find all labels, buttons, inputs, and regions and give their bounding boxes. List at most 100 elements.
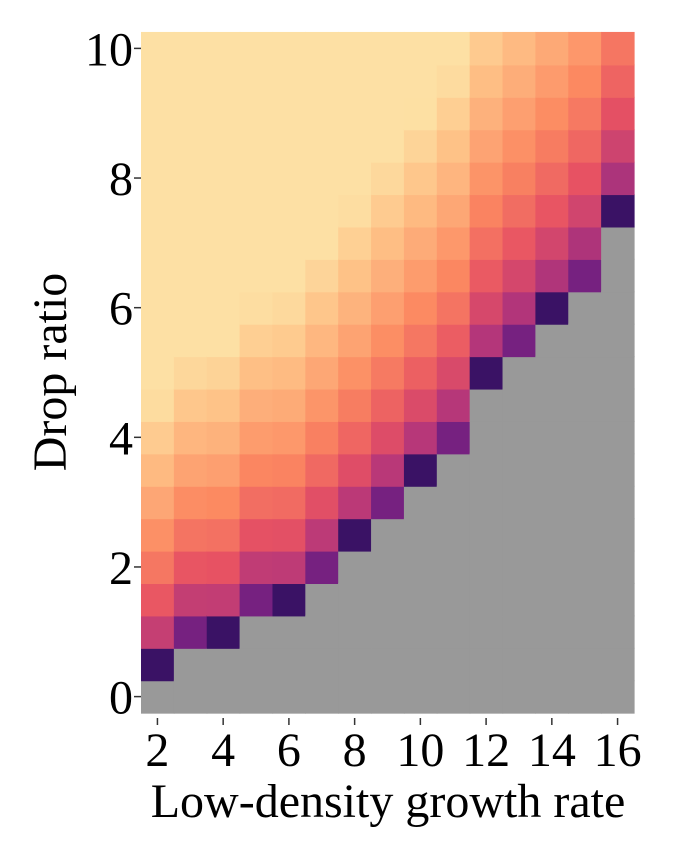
heatmap-cell: [338, 518, 372, 552]
heatmap-cell: [338, 647, 372, 682]
heatmap-cell: [206, 323, 241, 358]
heatmap-cell: [206, 193, 241, 228]
heatmap-cell: [535, 96, 569, 131]
heatmap-cell: [173, 485, 208, 520]
heatmap-cell: [239, 453, 274, 487]
heatmap-cell: [141, 193, 175, 228]
heatmap-cell: [568, 615, 602, 649]
heatmap-cell: [502, 550, 536, 585]
heatmap-cell: [469, 96, 504, 131]
heatmap-cell: [403, 31, 438, 66]
heatmap-cell: [141, 31, 175, 66]
heatmap-cell: [502, 291, 536, 325]
heatmap-cell: [436, 161, 471, 196]
heatmap-cell: [502, 258, 536, 293]
heatmap-cell: [601, 680, 635, 714]
heatmap-cell: [535, 129, 569, 163]
heatmap-cell: [239, 680, 274, 714]
heatmap-cell: [535, 161, 569, 196]
heatmap-cell: [568, 388, 602, 422]
heatmap-cell: [601, 420, 635, 455]
heatmap-cell: [141, 485, 175, 520]
heatmap-cell: [469, 193, 504, 228]
heatmap-cell: [371, 388, 405, 422]
heatmap-cell: [338, 582, 372, 617]
heatmap-cell: [239, 615, 274, 649]
heatmap-cell: [305, 485, 339, 520]
heatmap-cell: [206, 615, 241, 649]
heatmap-cell: [239, 64, 274, 98]
heatmap-cell: [601, 388, 635, 422]
heatmap-cell: [371, 615, 405, 649]
heatmap-cell: [436, 453, 471, 487]
heatmap-cell: [403, 193, 438, 228]
heatmap-cell: [403, 420, 438, 455]
heatmap-cell: [403, 388, 438, 422]
heatmap-cell: [173, 161, 208, 196]
heatmap-cell: [535, 193, 569, 228]
heatmap-cell: [272, 453, 306, 487]
heatmap-cell: [239, 226, 274, 260]
heatmap-cell: [502, 680, 536, 714]
heatmap-cell: [206, 582, 241, 617]
heatmap-cell: [436, 64, 471, 98]
heatmap-cell: [568, 129, 602, 163]
heatmap-cell: [338, 453, 372, 487]
heatmap-cell: [371, 31, 405, 66]
heatmap-cell: [305, 582, 339, 617]
heatmap-cell: [568, 193, 602, 228]
heatmap-cell: [568, 161, 602, 196]
heatmap-cell: [568, 96, 602, 131]
heatmap-cell: [305, 64, 339, 98]
heatmap-cell: [502, 161, 536, 196]
heatmap-cell: [239, 647, 274, 682]
heatmap-cell: [436, 388, 471, 422]
heatmap-cell: [371, 161, 405, 196]
heatmap-cell: [371, 193, 405, 228]
heatmap-cell: [403, 258, 438, 293]
heatmap-cell: [272, 485, 306, 520]
heatmap-cell: [502, 356, 536, 390]
heatmap-cell: [141, 356, 175, 390]
heatmap-cell: [239, 291, 274, 325]
heatmap-cell: [371, 129, 405, 163]
heatmap-cell: [338, 485, 372, 520]
heatmap-cell: [305, 388, 339, 422]
y-tick-label: 2: [109, 542, 133, 595]
heatmap-cell: [568, 258, 602, 293]
heatmap-cell: [206, 680, 241, 714]
heatmap-cell: [535, 420, 569, 455]
heatmap-cell: [469, 453, 504, 487]
heatmap-cell: [568, 550, 602, 585]
heatmap-cell: [206, 518, 241, 552]
heatmap-cell: [568, 453, 602, 487]
heatmap-cell: [436, 420, 471, 455]
heatmap-cell: [535, 615, 569, 649]
heatmap-cell: [403, 226, 438, 260]
heatmap-cell: [272, 518, 306, 552]
heatmap-cell: [502, 453, 536, 487]
heatmap-cell: [239, 161, 274, 196]
heatmap-cell: [535, 226, 569, 260]
heatmap-cell: [502, 615, 536, 649]
heatmap-cell: [371, 647, 405, 682]
x-tick-label: 12: [462, 724, 510, 777]
heatmap-cell: [469, 291, 504, 325]
heatmap-cell: [305, 420, 339, 455]
heatmap-cell: [436, 129, 471, 163]
heatmap-cell: [371, 64, 405, 98]
heatmap-cell: [371, 453, 405, 487]
heatmap-cell: [568, 518, 602, 552]
y-tick-label: 0: [109, 672, 133, 725]
heatmap-cell: [403, 582, 438, 617]
x-tick-label: 14: [528, 724, 576, 777]
heatmap-cell: [206, 485, 241, 520]
y-tick-label: 6: [109, 283, 133, 336]
heatmap-cell: [141, 291, 175, 325]
heatmap-cell: [502, 96, 536, 131]
heatmap-cell: [568, 323, 602, 358]
heatmap-cell: [535, 258, 569, 293]
heatmap-cell: [338, 96, 372, 131]
heatmap-cell: [338, 323, 372, 358]
heatmap-cell: [535, 453, 569, 487]
